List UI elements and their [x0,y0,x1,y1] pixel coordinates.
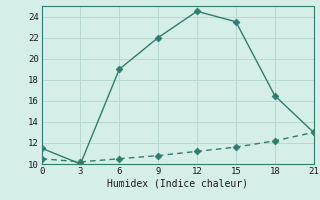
X-axis label: Humidex (Indice chaleur): Humidex (Indice chaleur) [107,179,248,189]
